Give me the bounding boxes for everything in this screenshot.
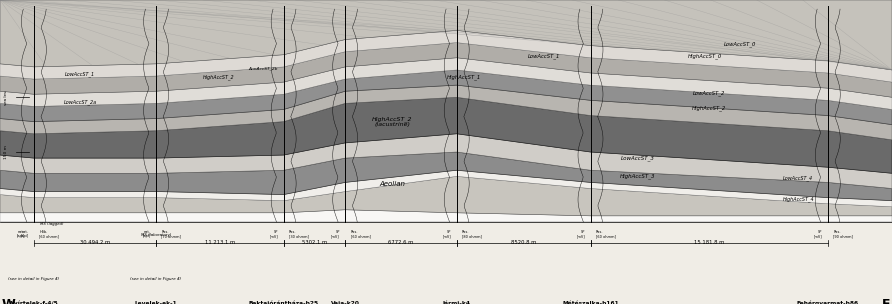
Text: LowAccST_0: LowAccST_0 bbox=[724, 41, 756, 47]
Text: nat.
[api]: nat. [api] bbox=[21, 230, 29, 238]
Text: HighAccST_2: HighAccST_2 bbox=[692, 105, 726, 111]
Text: (see in detail in Figure 4): (see in detail in Figure 4) bbox=[130, 277, 182, 281]
Text: SP
[mV]: SP [mV] bbox=[576, 230, 585, 238]
Text: Aeolian: Aeolian bbox=[379, 181, 406, 187]
Text: 15 181.8 m: 15 181.8 m bbox=[694, 240, 724, 245]
Text: LowAccST_3: LowAccST_3 bbox=[621, 155, 655, 161]
Text: E: E bbox=[881, 298, 890, 304]
Text: MS (laboratory): MS (laboratory) bbox=[141, 233, 171, 237]
Polygon shape bbox=[0, 176, 892, 216]
Text: MS (lagged): MS (lagged) bbox=[40, 222, 63, 226]
Polygon shape bbox=[0, 210, 892, 222]
Text: LowAccST_2a: LowAccST_2a bbox=[63, 99, 97, 105]
Polygon shape bbox=[0, 43, 892, 97]
Polygon shape bbox=[0, 0, 892, 222]
Text: SP
[mV]: SP [mV] bbox=[814, 230, 822, 238]
Text: Vaja-k20: Vaja-k20 bbox=[331, 301, 359, 304]
Text: HighAccST_1: HighAccST_1 bbox=[447, 75, 481, 80]
Text: Nyírtelek-f-4/5: Nyírtelek-f-4/5 bbox=[10, 301, 58, 304]
Text: HighAccST_0: HighAccST_0 bbox=[688, 54, 722, 59]
Text: Fehérgyarmat-b86: Fehérgyarmat-b86 bbox=[797, 301, 859, 304]
Text: 30 494.2 m: 30 494.2 m bbox=[80, 240, 110, 245]
Text: Res.
[60 ohmm]: Res. [60 ohmm] bbox=[596, 230, 615, 238]
Text: SP
[mV]: SP [mV] bbox=[331, 230, 340, 238]
Text: Res.
[60 ohmm]: Res. [60 ohmm] bbox=[351, 230, 370, 238]
Text: Métészalka-b161: Métészalka-b161 bbox=[562, 301, 619, 304]
Polygon shape bbox=[0, 0, 892, 70]
Text: AnnAccST_2b: AnnAccST_2b bbox=[249, 66, 277, 71]
Text: SP
[mV]: SP [mV] bbox=[442, 230, 451, 238]
Polygon shape bbox=[0, 97, 892, 173]
Text: LowAccST_1: LowAccST_1 bbox=[528, 54, 560, 59]
Text: LowAccST_2: LowAccST_2 bbox=[693, 90, 725, 95]
Polygon shape bbox=[0, 170, 892, 207]
Text: 5302.1 m: 5302.1 m bbox=[301, 240, 327, 245]
Text: Res.
[80 ohmm]: Res. [80 ohmm] bbox=[462, 230, 482, 238]
Text: LowAccST_1: LowAccST_1 bbox=[65, 72, 95, 77]
Text: 8520.8 m: 8520.8 m bbox=[511, 240, 536, 245]
Polygon shape bbox=[0, 134, 892, 188]
Text: Baktaiórántháza-b25: Baktaiórántháza-b25 bbox=[249, 301, 318, 304]
Text: HighAccST_2
(lacustrine): HighAccST_2 (lacustrine) bbox=[372, 116, 413, 127]
Polygon shape bbox=[0, 58, 892, 109]
Text: Res.
[70 ohmm]: Res. [70 ohmm] bbox=[161, 230, 181, 238]
Text: Jármi-k4: Jármi-k4 bbox=[442, 301, 471, 304]
Text: HighAccST_2: HighAccST_2 bbox=[202, 75, 235, 80]
Text: Hőb.
[60 ohmm]: Hőb. [60 ohmm] bbox=[39, 230, 59, 238]
Text: nat.
[api]: nat. [api] bbox=[17, 230, 25, 238]
Text: nat.
[api]: nat. [api] bbox=[143, 230, 151, 238]
Text: (see in detail in Figure 4): (see in detail in Figure 4) bbox=[8, 277, 60, 281]
Text: sea lev.: sea lev. bbox=[4, 90, 8, 105]
Text: 150 m: 150 m bbox=[4, 145, 8, 159]
Polygon shape bbox=[0, 152, 892, 201]
Text: HighAccST_3: HighAccST_3 bbox=[620, 174, 656, 179]
Text: HighAccST_4: HighAccST_4 bbox=[782, 196, 814, 202]
Text: Levelek-ek-1: Levelek-ek-1 bbox=[135, 301, 178, 304]
Text: Res.
[90 ohmm]: Res. [90 ohmm] bbox=[833, 230, 853, 238]
Polygon shape bbox=[0, 85, 892, 140]
Text: SP
[mV]: SP [mV] bbox=[269, 230, 278, 238]
Text: 6772.6 m: 6772.6 m bbox=[388, 240, 414, 245]
Text: LowAccST_4: LowAccST_4 bbox=[783, 175, 814, 181]
Text: 11 213.1 m: 11 213.1 m bbox=[205, 240, 235, 245]
Polygon shape bbox=[0, 70, 892, 125]
Polygon shape bbox=[0, 30, 892, 82]
Text: W: W bbox=[2, 298, 15, 304]
Text: Res.
[30 ohmm]: Res. [30 ohmm] bbox=[289, 230, 309, 238]
